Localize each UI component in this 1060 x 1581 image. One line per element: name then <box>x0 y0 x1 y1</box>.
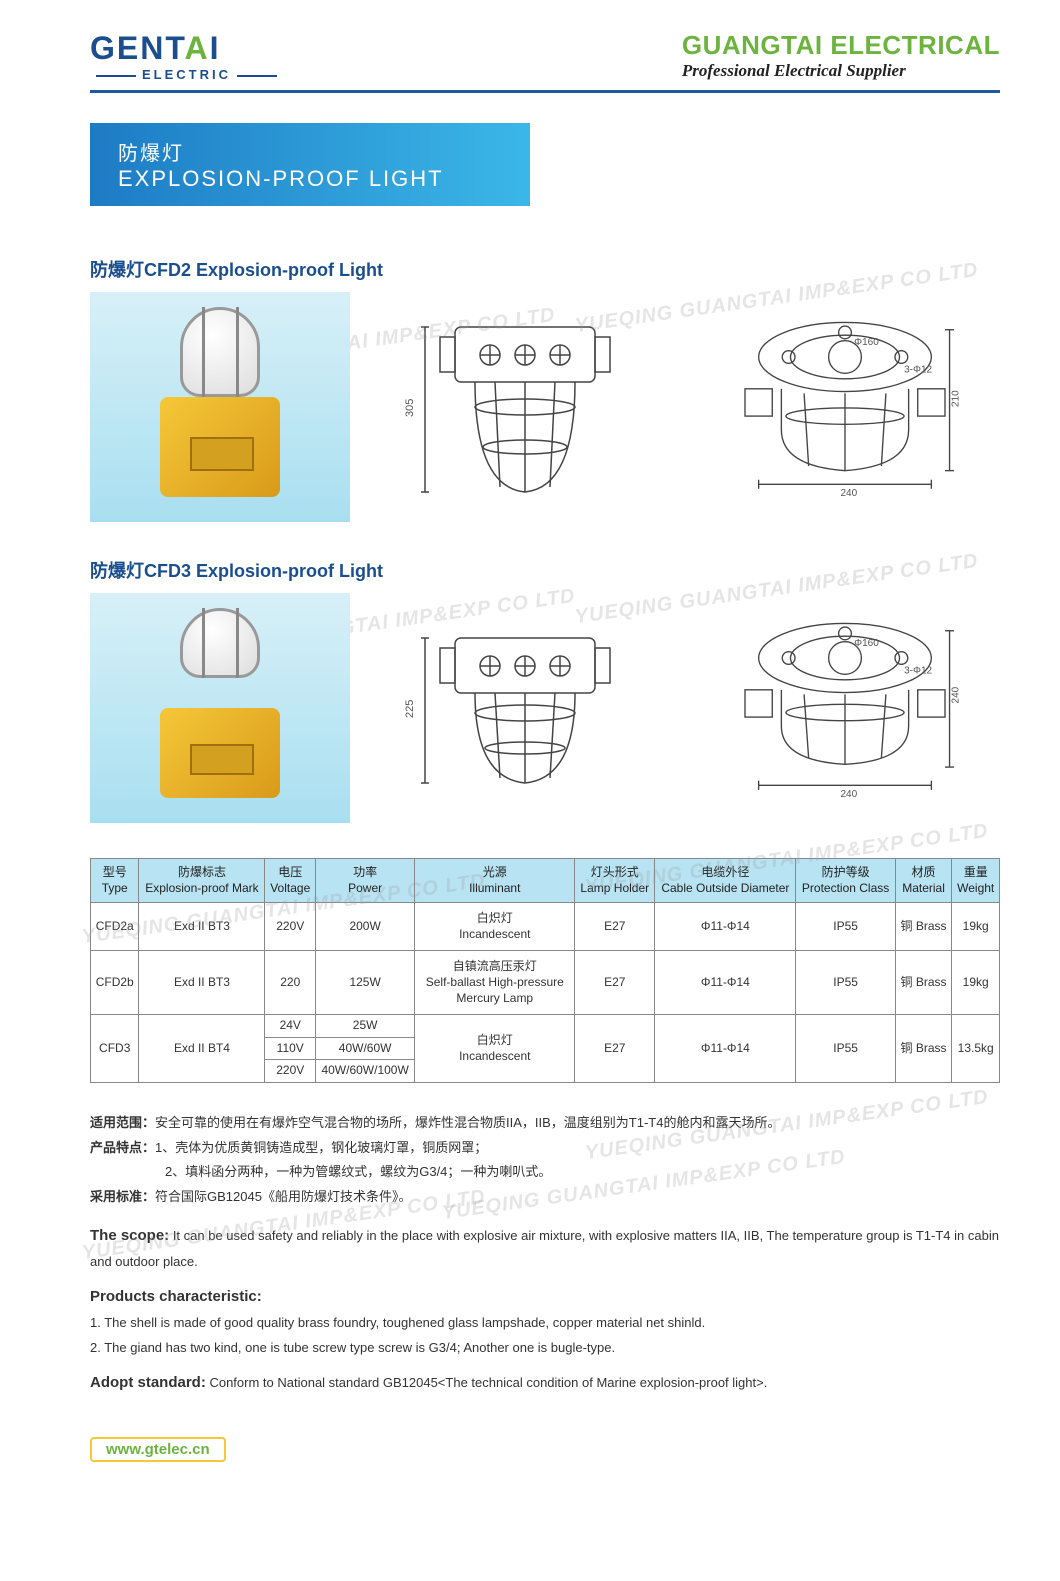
dim-label: Φ160 <box>854 337 879 348</box>
logo-sub: ELECTRIC <box>90 67 283 82</box>
standard-cn: 采用标准：符合国际GB12045《船用防爆灯技术条件》。 <box>90 1185 1000 1210</box>
dim-label: 3-Φ12 <box>904 665 932 676</box>
technical-drawings-cfd3: 225 240 240 3-Φ12 Φ160 <box>370 593 1000 823</box>
cell: Exd II BT3 <box>139 903 265 951</box>
footer-url: www.gtelec.cn <box>90 1437 226 1462</box>
table-header-row: 型号Type 防爆标志Explosion-proof Mark 电压Voltag… <box>91 859 1000 903</box>
title-banner: 防爆灯 EXPLOSION-PROOF LIGHT <box>90 123 530 206</box>
top-diagram-icon: 240 210 3-Φ12 Φ160 <box>715 307 975 507</box>
cell: IP55 <box>796 1015 895 1083</box>
spec-table: 型号Type 防爆标志Explosion-proof Mark 电压Voltag… <box>90 858 1000 1083</box>
scope-cn: 适用范围：安全可靠的使用在有爆炸空气混合物的场所，爆炸性混合物质IIA，IIB，… <box>90 1111 1000 1136</box>
cell: E27 <box>575 903 655 951</box>
scope-en: The scope: It can be used safety and rel… <box>90 1222 1000 1275</box>
dim-label: 210 <box>951 390 962 407</box>
cell: 110V <box>265 1037 316 1060</box>
col-mark: 防爆标志Explosion-proof Mark <box>139 859 265 903</box>
cell: 220 <box>265 951 316 1015</box>
features-en-1: 1. The shell is made of good quality bra… <box>90 1311 1000 1336</box>
cell: 24V <box>265 1015 316 1038</box>
logo-block: GENTAI ELECTRIC <box>90 30 283 82</box>
table-row: CFD2a Exd II BT3 220V 200W 白炽灯Incandesce… <box>91 903 1000 951</box>
cell: 19kg <box>952 903 1000 951</box>
cell: 白炽灯Incandescent <box>415 903 575 951</box>
features-cn: 产品特点：1、壳体为优质黄铜铸造成型，钢化玻璃灯罩，铜质网罩； <box>90 1136 1000 1161</box>
features-en-2: 2. The giand has two kind, one is tube s… <box>90 1336 1000 1361</box>
col-protection: 防护等级Protection Class <box>796 859 895 903</box>
description-block: YUEQING GUANGTAI IMP&EXP CO LTD YUEQING … <box>90 1111 1000 1397</box>
cell: 铜 Brass <box>895 1015 952 1083</box>
dim-label: 3-Φ12 <box>904 364 932 375</box>
front-diagram-icon: 305 <box>395 307 655 507</box>
col-holder: 灯头形式Lamp Holder <box>575 859 655 903</box>
banner-en: EXPLOSION-PROOF LIGHT <box>118 166 502 192</box>
dim-label: 240 <box>951 686 962 703</box>
standard-en: Adopt standard: Conform to National stan… <box>90 1369 1000 1398</box>
header-divider <box>90 90 1000 93</box>
dim-label: 225 <box>404 700 416 718</box>
header-right: GUANGTAI ELECTRICAL Professional Electri… <box>682 30 1000 81</box>
cell: 200W <box>316 903 415 951</box>
col-voltage: 电压Voltage <box>265 859 316 903</box>
top-diagram-icon: 240 240 3-Φ12 Φ160 <box>715 608 975 808</box>
logo-main: GENTAI <box>90 30 283 67</box>
cell: Φ11-Φ14 <box>655 1015 796 1083</box>
dim-label: 240 <box>840 488 857 499</box>
product-title-cfd3: 防爆灯CFD3 Explosion-proof Light <box>90 557 1000 583</box>
col-material: 材质Material <box>895 859 952 903</box>
col-illuminant: 光源Illuminant <box>415 859 575 903</box>
technical-drawings-cfd2: 305 240 210 3-Φ12 Φ160 <box>370 292 1000 522</box>
product-row-cfd2: YUEQING GUANGTAI IMP&EXP CO LTD YUEQING … <box>90 292 1000 522</box>
banner-cn: 防爆灯 <box>118 137 502 166</box>
cell: 25W <box>316 1015 415 1038</box>
spec-table-wrapper: YUEQING GUANGTAI IMP&EXP CO LTD YUEQING … <box>90 858 1000 1083</box>
features-heading-en: Products characteristic: <box>90 1283 1000 1312</box>
table-row: CFD3 Exd II BT4 24V 25W 白炽灯Incandescent … <box>91 1015 1000 1038</box>
cell: E27 <box>575 951 655 1015</box>
cell: E27 <box>575 1015 655 1083</box>
col-type: 型号Type <box>91 859 139 903</box>
col-weight: 重量Weight <box>952 859 1000 903</box>
cell: IP55 <box>796 903 895 951</box>
cell: 铜 Brass <box>895 951 952 1015</box>
cell: 白炽灯Incandescent <box>415 1015 575 1083</box>
dim-label: 305 <box>404 399 416 417</box>
cell: Exd II BT3 <box>139 951 265 1015</box>
cell: CFD3 <box>91 1015 139 1083</box>
cell: CFD2a <box>91 903 139 951</box>
cell: IP55 <box>796 951 895 1015</box>
cell: 125W <box>316 951 415 1015</box>
col-power: 功率Power <box>316 859 415 903</box>
product-title-cfd2: 防爆灯CFD2 Explosion-proof Light <box>90 256 1000 282</box>
cell: CFD2b <box>91 951 139 1015</box>
product-row-cfd3: YUEQING GUANGTAI IMP&EXP CO LTD YUEQING … <box>90 593 1000 823</box>
cell: Exd II BT4 <box>139 1015 265 1083</box>
lamp-icon <box>155 307 285 507</box>
cell: Φ11-Φ14 <box>655 951 796 1015</box>
product-photo-cfd2 <box>90 292 350 522</box>
tagline: Professional Electrical Supplier <box>682 61 1000 81</box>
cell: 220V <box>265 1060 316 1083</box>
col-cable: 电缆外径Cable Outside Diameter <box>655 859 796 903</box>
product-photo-cfd3 <box>90 593 350 823</box>
cell: 19kg <box>952 951 1000 1015</box>
cell: 40W/60W/100W <box>316 1060 415 1083</box>
dim-label: Φ160 <box>854 638 879 649</box>
cell: 自镇流高压汞灯Self-ballast High-pressure Mercur… <box>415 951 575 1015</box>
page-header: GENTAI ELECTRIC GUANGTAI ELECTRICAL Prof… <box>90 30 1000 82</box>
cell: 13.5kg <box>952 1015 1000 1083</box>
features-cn-2: 2、填料函分两种，一种为管螺纹式，螺纹为G3/4；一种为喇叭式。 <box>90 1160 1000 1185</box>
cell: 铜 Brass <box>895 903 952 951</box>
cell: 40W/60W <box>316 1037 415 1060</box>
table-row: CFD2b Exd II BT3 220 125W 自镇流高压汞灯Self-ba… <box>91 951 1000 1015</box>
cell: Φ11-Φ14 <box>655 903 796 951</box>
cell: 220V <box>265 903 316 951</box>
lamp-icon <box>155 608 285 808</box>
front-diagram-icon: 225 <box>395 608 655 808</box>
dim-label: 240 <box>840 789 857 800</box>
company-name: GUANGTAI ELECTRICAL <box>682 30 1000 61</box>
